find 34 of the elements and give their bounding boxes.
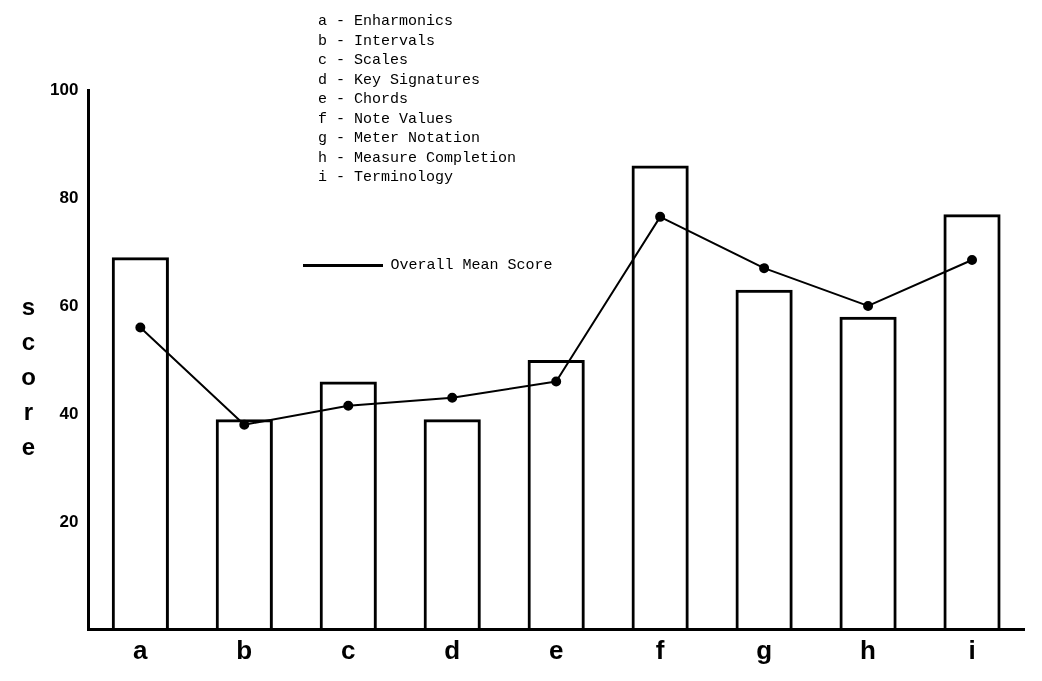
point [135,322,146,333]
text: a - Enharmonics [318,12,455,32]
text: c - Scales [318,51,409,71]
point [343,400,354,411]
annotation: f - Note Values [318,109,455,129]
y-tick-label: 60 [59,295,79,315]
y-tick-label: 40 [59,403,79,423]
x-tick-label: b [236,634,253,665]
y-tick-label: 20 [59,511,79,531]
point [447,392,458,403]
x-tick-label: g [756,634,773,665]
annotation: g - Meter Notation [318,129,482,149]
annotation: h - Measure Completion [318,148,517,168]
x-tick-label: f [655,634,665,665]
point [863,300,874,311]
point [239,419,250,430]
annotation: e - Chords [318,90,409,110]
y-tick-label: 100 [49,79,79,99]
x-tick-label: d [444,634,461,665]
point [655,211,666,222]
point [759,263,770,274]
point [967,255,978,266]
x-tick-label: i [968,634,976,665]
text: b - Intervals [318,31,437,51]
x-tick-label: a [133,634,149,665]
x-tick-label: h [860,634,877,665]
y-axis-title: score [14,293,42,468]
text: d - Key Signatures [318,70,482,90]
x-tick-label: c [341,634,356,665]
annotation: i - Terminology [318,168,455,188]
point [551,376,562,387]
x-tick-label: e [548,634,564,665]
y-tick-label: 80 [59,187,79,207]
text: Overall Mean Score [390,257,553,275]
